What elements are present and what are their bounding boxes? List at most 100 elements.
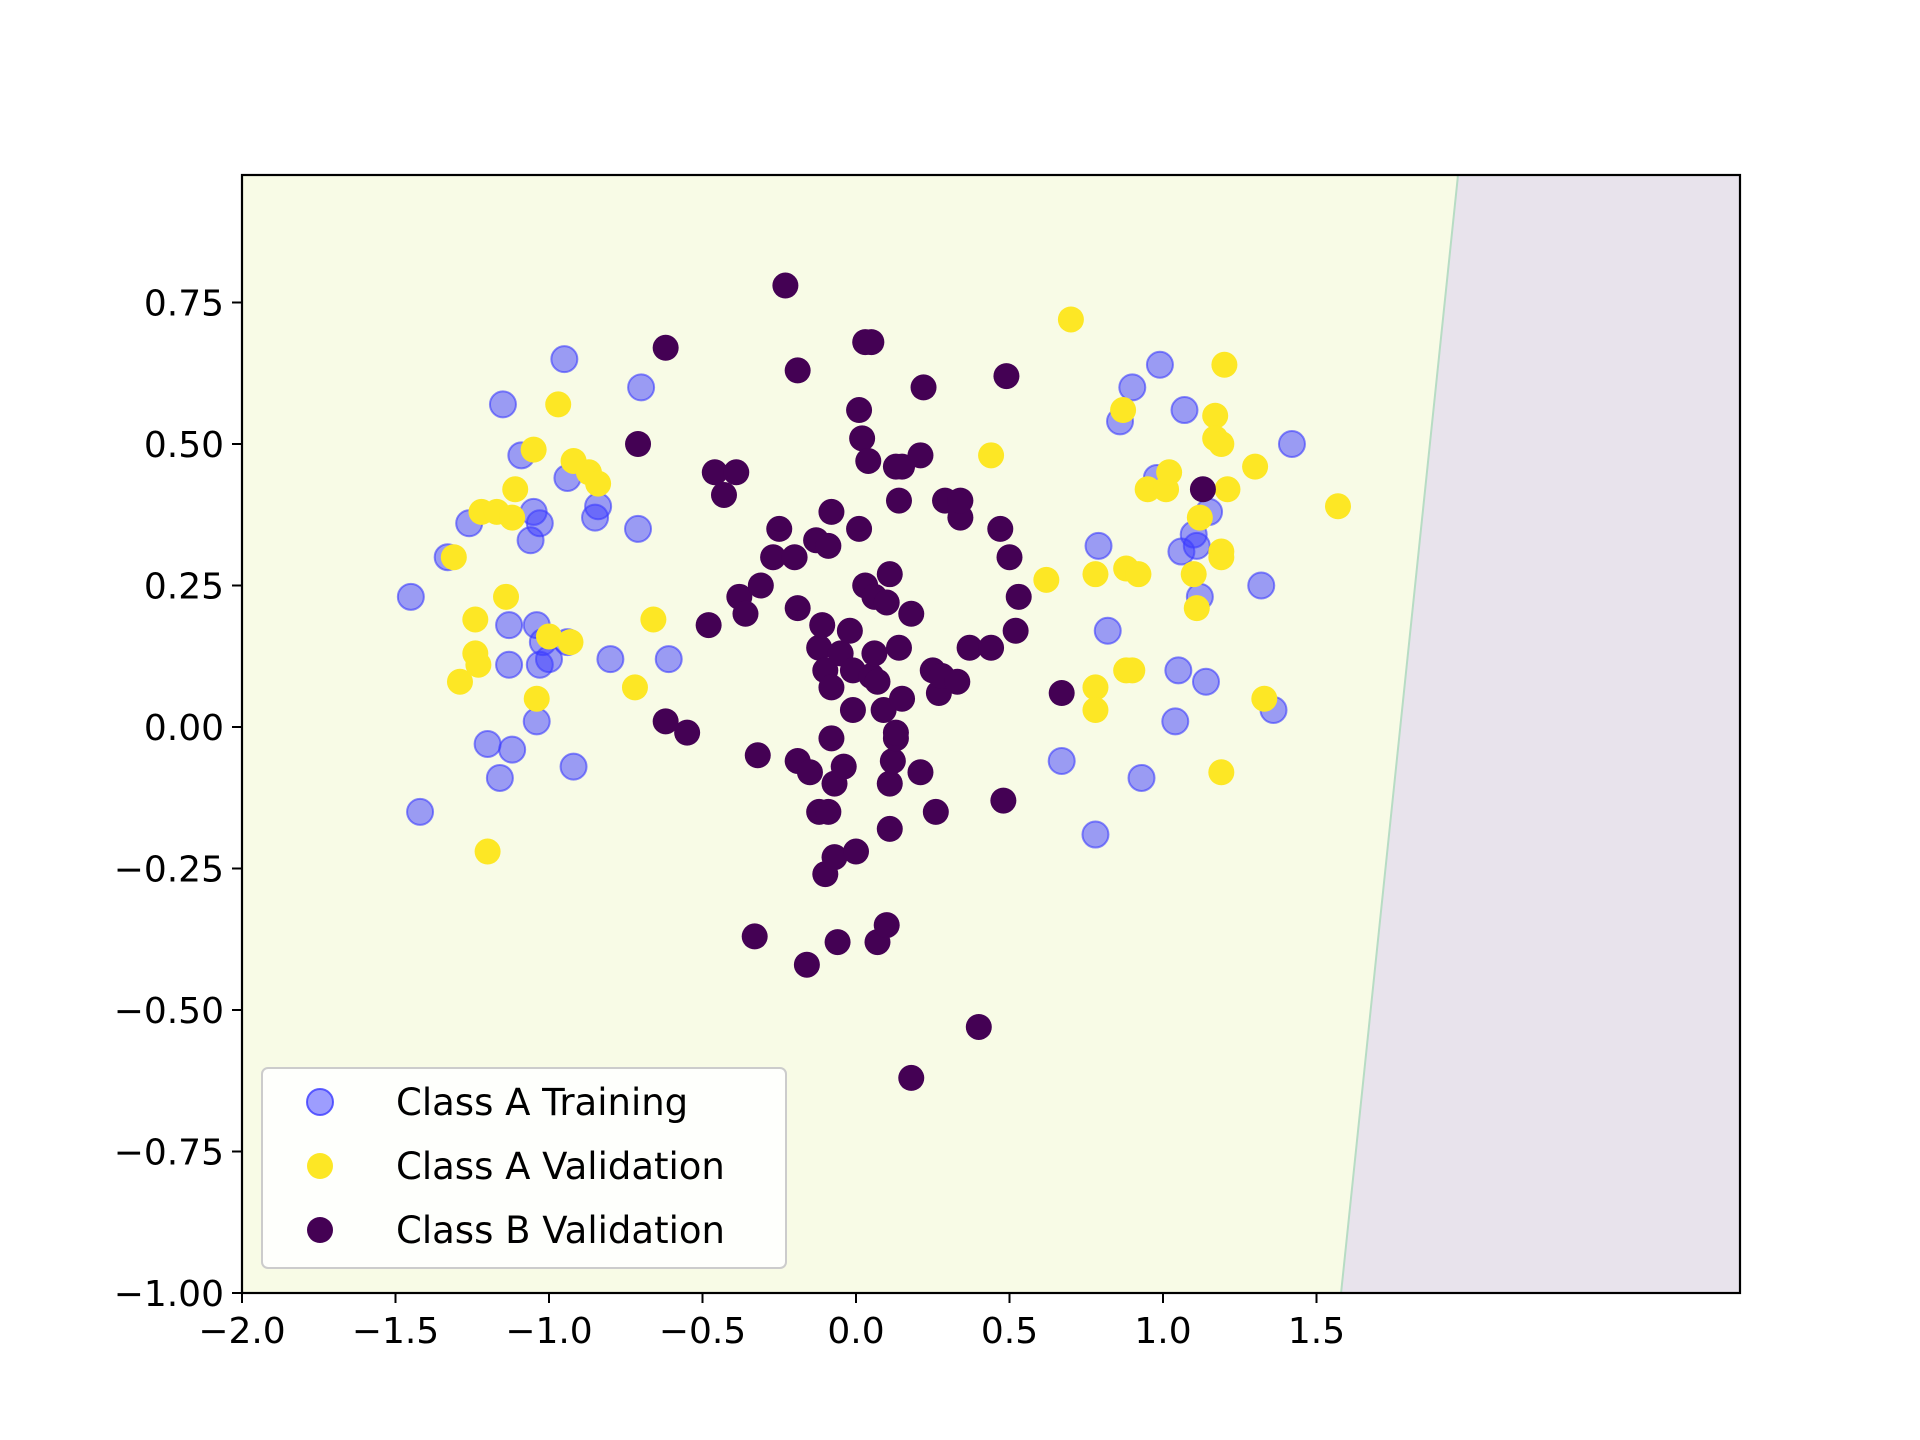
data-point: [1242, 453, 1269, 480]
data-point: [1002, 617, 1029, 644]
data-point: [873, 589, 900, 616]
data-point: [744, 742, 771, 769]
data-point: [520, 436, 547, 463]
data-point: [1277, 430, 1306, 458]
data-point: [978, 442, 1005, 469]
data-point: [1110, 397, 1137, 424]
data-point: [889, 685, 916, 712]
data-point: [1182, 531, 1211, 560]
x-tick-label: 1.5: [1288, 1311, 1345, 1352]
data-point: [1156, 459, 1183, 486]
y-tick-label: 0.75: [144, 284, 224, 325]
data-point: [885, 634, 912, 661]
data-point: [815, 532, 842, 559]
data-point: [879, 747, 906, 774]
legend-marker: [306, 1088, 334, 1116]
data-point: [846, 515, 873, 542]
data-point: [855, 447, 882, 474]
data-point: [462, 606, 489, 633]
data-point: [674, 719, 701, 746]
y-tick-label: −0.50: [114, 991, 224, 1032]
data-point: [978, 634, 1005, 661]
data-point: [990, 787, 1017, 814]
data-point: [1208, 759, 1235, 786]
data-point: [465, 651, 492, 678]
data-point: [545, 391, 572, 418]
data-point: [652, 708, 679, 735]
data-point: [723, 459, 750, 486]
x-tick-label: −1.0: [505, 1311, 592, 1352]
data-point: [806, 634, 833, 661]
data-point: [849, 425, 876, 452]
data-point: [559, 752, 588, 781]
data-point: [1093, 616, 1122, 645]
data-point: [1189, 476, 1216, 503]
y-tick-label: 0.25: [144, 567, 224, 608]
data-point: [485, 763, 514, 792]
data-point: [1208, 544, 1235, 571]
data-point: [406, 797, 435, 826]
x-tick-label: 1.0: [1134, 1311, 1191, 1352]
y-tick-label: 0.00: [144, 708, 224, 749]
legend-box: [261, 1067, 787, 1269]
data-point: [818, 725, 845, 752]
data-point: [956, 634, 983, 661]
legend: Class A Training Class A Validation Class …: [261, 1067, 787, 1269]
data-point: [907, 442, 934, 469]
data-point: [1324, 493, 1351, 520]
data-point: [1186, 504, 1213, 531]
data-point: [557, 629, 584, 656]
data-point: [1125, 561, 1152, 588]
data-point: [495, 650, 524, 679]
data-point: [585, 470, 612, 497]
data-point: [815, 798, 842, 825]
legend-marker: [307, 1217, 333, 1243]
data-point: [525, 509, 554, 538]
data-point: [1183, 595, 1210, 622]
data-point: [624, 514, 653, 543]
data-point: [523, 685, 550, 712]
series-layer: [396, 272, 1351, 1091]
data-point: [621, 674, 648, 701]
data-point: [498, 735, 527, 764]
data-point: [1084, 531, 1113, 560]
data-point: [732, 600, 759, 627]
data-point: [864, 668, 891, 695]
data-point: [876, 561, 903, 588]
data-point: [640, 606, 667, 633]
data-point: [796, 759, 823, 786]
data-point: [1164, 656, 1193, 685]
data-point: [996, 544, 1023, 571]
data-point: [502, 476, 529, 503]
data-point: [1127, 763, 1156, 792]
data-point: [846, 397, 873, 424]
x-axis: −2.0 −1.5 −1.0 −0.5 0.0 0.5 1.0 1.5: [198, 1293, 1345, 1352]
data-point: [1033, 566, 1060, 593]
data-point: [910, 374, 937, 401]
data-point: [766, 515, 793, 542]
data-point: [584, 492, 613, 521]
data-point: [1082, 561, 1109, 588]
data-point: [710, 481, 737, 508]
data-point: [818, 498, 845, 525]
data-point: [1082, 674, 1109, 701]
data-point: [625, 431, 652, 457]
data-point: [1005, 583, 1032, 610]
data-point: [627, 373, 656, 402]
data-point: [882, 719, 909, 746]
data-point: [695, 612, 722, 639]
data-point: [793, 951, 820, 978]
data-point: [898, 1064, 925, 1091]
data-point: [1191, 667, 1220, 696]
data-point: [1119, 657, 1146, 684]
data-point: [596, 645, 625, 674]
data-point: [824, 929, 851, 956]
data-point: [440, 544, 467, 571]
data-point: [987, 515, 1014, 542]
data-point: [885, 487, 912, 514]
y-tick-label: 0.50: [144, 425, 224, 466]
data-point: [1057, 306, 1084, 333]
data-point: [550, 345, 579, 374]
data-point: [818, 674, 845, 701]
